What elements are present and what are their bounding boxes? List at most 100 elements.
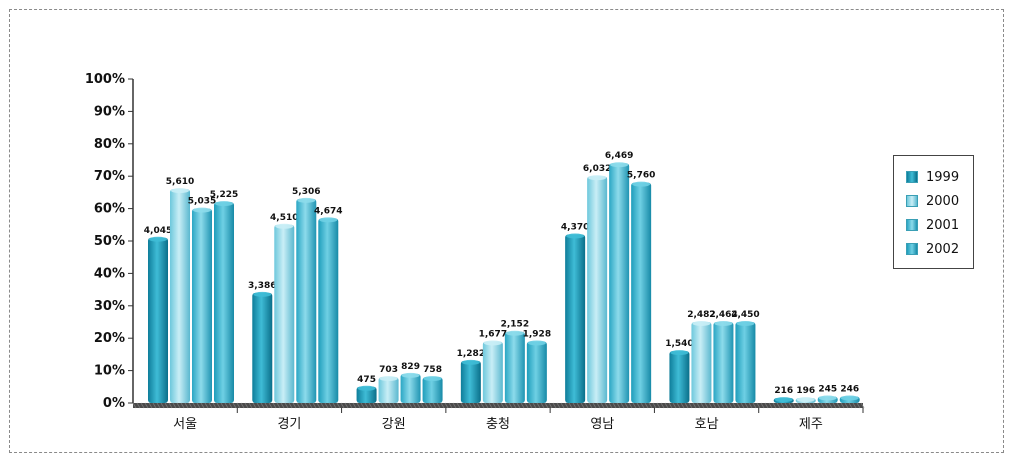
floor-hatch — [792, 402, 797, 409]
floor-hatch — [820, 402, 825, 409]
floor-hatch — [716, 402, 721, 409]
floor-hatch — [224, 402, 229, 409]
floor-hatch — [708, 402, 713, 409]
data-label: 5,225 — [210, 190, 238, 200]
floor-hatch — [696, 402, 701, 409]
x-tick-labels: 서울 경기 강원 충청 영남 호남 제주 — [173, 408, 864, 432]
legend-item-2000: 2000 — [906, 189, 973, 213]
x-axis-floor — [133, 403, 863, 408]
floor-hatch — [840, 402, 845, 409]
floor-hatch — [348, 402, 353, 409]
floor-hatch — [260, 402, 265, 409]
bar-cap — [297, 197, 316, 203]
x-axis — [132, 402, 865, 409]
floor-hatch — [472, 402, 477, 409]
floor-hatch — [680, 402, 685, 409]
floor-hatch — [676, 402, 681, 409]
floor-hatch — [480, 402, 485, 409]
floor-hatch — [276, 402, 281, 409]
floor-hatch — [312, 402, 317, 409]
bar-1999-4 — [565, 234, 586, 403]
floor-hatch — [688, 402, 693, 409]
floor-hatch — [204, 402, 209, 409]
floor-hatch — [628, 402, 633, 409]
floor-hatch — [176, 402, 181, 409]
floor-hatch — [668, 402, 673, 409]
bar-cap — [401, 372, 420, 378]
floor-hatch — [500, 402, 505, 409]
bar-cap — [357, 385, 376, 391]
floor-hatch — [672, 402, 677, 409]
y-tick-label: 90% — [94, 104, 125, 119]
floor-hatch — [184, 402, 189, 409]
floor-hatch — [488, 402, 493, 409]
floor-hatch — [592, 402, 597, 409]
floor-hatch — [384, 402, 389, 409]
floor-hatch — [640, 402, 645, 409]
floor-hatch — [220, 402, 225, 409]
data-label: 5,306 — [292, 187, 320, 197]
bar-2001-0 — [192, 208, 212, 403]
x-tick-label: 호남 — [695, 417, 719, 432]
floor-hatch — [256, 402, 261, 409]
legend-item-1999: 1999 — [906, 165, 973, 189]
bar-2001-1 — [296, 198, 317, 403]
floor-hatch — [440, 402, 445, 409]
bar-cap — [632, 181, 651, 187]
x-tick-label: 영남 — [590, 417, 614, 432]
floor-hatch — [456, 402, 461, 409]
bar-2002-3 — [526, 341, 547, 403]
floor-hatch — [700, 402, 705, 409]
bar-2001-4 — [609, 163, 630, 403]
floor-hatch — [816, 402, 821, 409]
floor-hatch — [192, 402, 197, 409]
floor-hatch — [292, 402, 297, 409]
floor-hatch — [804, 402, 809, 409]
bar-2000-5 — [691, 322, 712, 403]
bar-2000-3 — [482, 341, 503, 403]
floor-hatch — [448, 402, 453, 409]
floor-hatch — [428, 402, 433, 409]
y-tick-label: 30% — [94, 299, 125, 314]
floor-hatch — [408, 402, 413, 409]
data-label: 5,035 — [188, 197, 216, 207]
floor-hatch — [744, 402, 749, 409]
data-label: 3,386 — [248, 281, 276, 291]
floor-hatch — [580, 402, 585, 409]
floor-hatch — [556, 402, 561, 409]
floor-hatch — [284, 402, 289, 409]
bar-cap — [253, 291, 272, 297]
data-label: 1,282 — [457, 349, 485, 359]
floor-hatch — [512, 402, 517, 409]
floor-hatch — [608, 402, 613, 409]
floor-hatch — [308, 402, 313, 409]
floor-hatch — [596, 402, 601, 409]
floor-hatch — [712, 402, 717, 409]
floor-hatch — [540, 402, 545, 409]
floor-hatch — [808, 402, 813, 409]
floor-hatch — [368, 402, 373, 409]
floor-hatch — [848, 402, 853, 409]
x-tick-label: 강원 — [382, 417, 406, 432]
floor-hatch — [352, 402, 357, 409]
floor-hatch — [852, 402, 857, 409]
y-tick-label: 70% — [94, 169, 125, 184]
floor-hatch — [600, 402, 605, 409]
y-tick-label: 60% — [94, 202, 125, 217]
data-label: 829 — [401, 362, 420, 372]
bar-2001-3 — [504, 331, 525, 403]
floor-hatch — [732, 402, 737, 409]
floor-hatch — [828, 402, 833, 409]
y-tick-label: 50% — [94, 234, 125, 249]
legend-swatch — [906, 171, 918, 183]
floor-hatch — [304, 402, 309, 409]
bar-cap — [423, 376, 442, 382]
floor-hatch — [332, 402, 337, 409]
floor-hatch — [768, 402, 773, 409]
floor-hatch — [420, 402, 425, 409]
floor-hatch — [504, 402, 509, 409]
data-label: 5,760 — [627, 171, 655, 181]
data-label: 2,450 — [731, 310, 759, 320]
floor-hatch — [424, 402, 429, 409]
